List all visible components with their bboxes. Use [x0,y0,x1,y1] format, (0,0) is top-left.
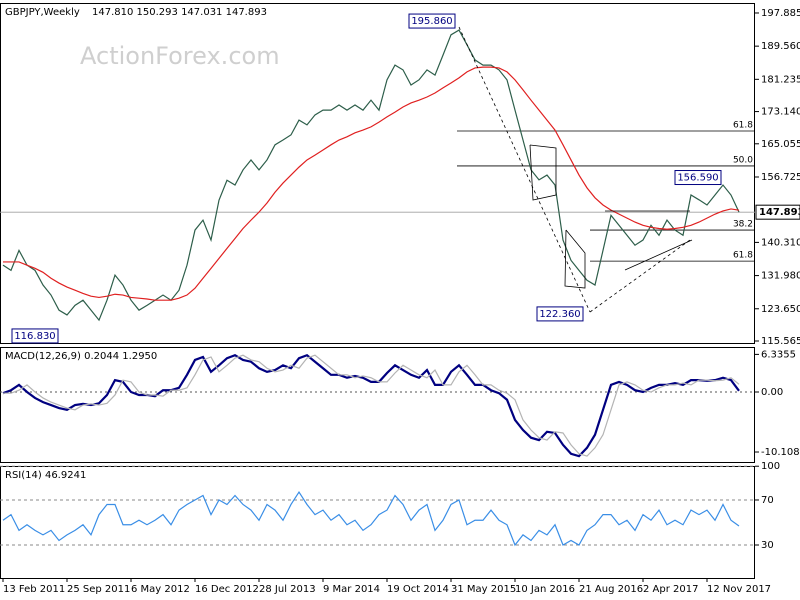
annotation-box [408,13,456,29]
series-line [3,354,740,457]
annotation-label: 156.590 [677,173,718,184]
annotation-label: 116.830 [14,331,55,342]
y-tick-label: 173.140 [761,107,800,118]
x-tick-label: 10 Jan 2016 [515,584,575,595]
y-tick-label: 0.00 [761,387,783,398]
y-tick-label: 100 [761,461,780,472]
last-price-label: 147.893 [759,207,800,218]
annotation-box [674,170,722,186]
y-tick-label: 181.235 [761,74,800,85]
annotation-box [536,306,584,322]
series-line [3,66,740,301]
series-line [2,29,740,322]
fib-label: 61.8 [733,251,753,261]
x-tick-label: 28 Jul 2013 [259,584,316,595]
y-tick-label: 189.560 [761,41,800,52]
y-tick-label: 30 [761,540,774,551]
fib-label: 50.0 [733,155,753,165]
x-tick-label: 21 Aug 2016 [579,584,643,595]
trend-line [624,239,693,271]
x-tick-label: 19 Oct 2014 [387,584,449,595]
x-tick-label: 25 Sep 2011 [67,584,130,595]
panel-title: RSI(14) 46.9241 [5,470,86,481]
annotation-label: 122.360 [539,309,580,320]
y-tick-label: 70 [761,495,774,506]
x-tick-label: 2 Apr 2017 [643,584,698,595]
panel-title: MACD(12,26,9) 0.2044 1.2950 [5,351,157,362]
watermark: ActionForex.com [80,42,280,70]
x-tick-label: 16 Dec 2012 [195,584,259,595]
series-line [2,353,740,458]
x-tick-label: 31 May 2015 [451,584,516,595]
panel-frame [0,3,755,344]
trend-line [458,26,591,313]
x-tick-label: 9 Mar 2014 [323,584,380,595]
y-tick-label: 197.885 [761,8,800,19]
x-tick-label: 12 Nov 2017 [707,584,771,595]
series-line [2,491,740,547]
y-tick-label: 140.310 [761,237,800,248]
trend-line [529,144,557,201]
fib-label: 61.8 [733,120,753,130]
panel-frame [0,347,755,463]
annotation-box [11,328,59,344]
panel-subtitle: 147.810 150.293 147.031 147.893 [92,7,267,18]
y-tick-label: 165.055 [761,139,800,150]
trend-line [564,229,586,289]
panel-frame [0,466,755,579]
y-tick-label: 115.565 [761,336,800,347]
fib-label: 38.2 [733,220,753,230]
panel-title: GBPJPY,Weekly [5,7,80,18]
trend-line [589,239,691,313]
y-tick-label: 123.650 [761,304,800,315]
y-tick-label: 156.725 [761,172,800,183]
y-tick-label: -10.1082 [761,447,800,458]
y-tick-label: 6.3355 [761,349,796,360]
annotation-label: 195.860 [411,16,452,27]
y-tick-label: 131.980 [761,271,800,282]
x-tick-label: 13 Feb 2011 [3,584,65,595]
last-price-box [755,204,800,220]
x-tick-label: 6 May 2012 [131,584,190,595]
